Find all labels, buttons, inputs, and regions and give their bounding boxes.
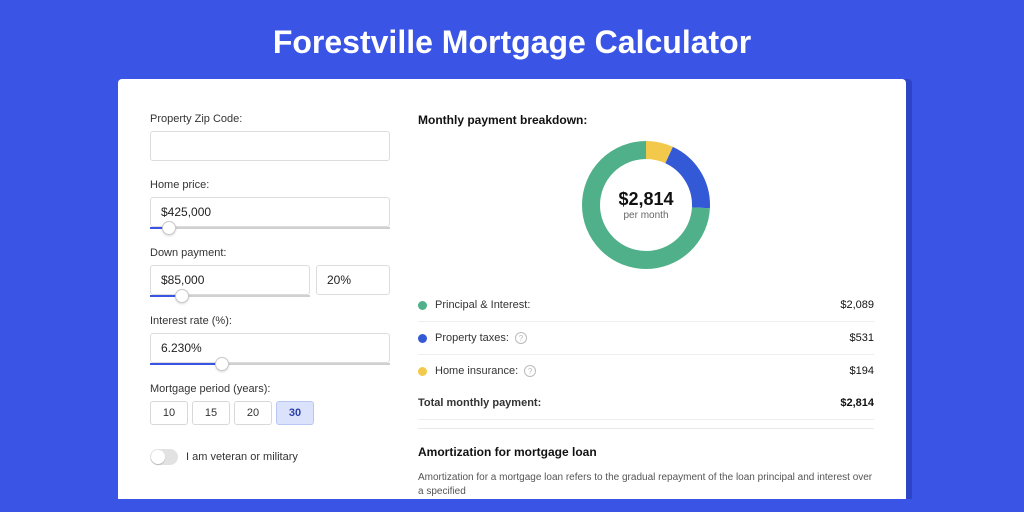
legend-dot-home_insurance bbox=[418, 367, 427, 376]
inputs-panel: Property Zip Code: Home price: Down paym… bbox=[150, 113, 390, 499]
breakdown-panel: Monthly payment breakdown: $2,814 per mo… bbox=[418, 113, 874, 499]
legend-total-value: $2,814 bbox=[840, 397, 874, 409]
veteran-toggle-knob bbox=[151, 450, 165, 464]
donut-chart: $2,814 per month bbox=[582, 141, 710, 269]
amortization-block: Amortization for mortgage loan Amortizat… bbox=[418, 428, 874, 499]
legend-value-principal_interest: $2,089 bbox=[840, 299, 874, 311]
legend-total-label: Total monthly payment: bbox=[418, 397, 541, 409]
veteran-toggle-row: I am veteran or military bbox=[150, 449, 390, 465]
period-option-20[interactable]: 20 bbox=[234, 401, 272, 425]
legend-dot-property_taxes bbox=[418, 334, 427, 343]
legend-label-principal_interest: Principal & Interest: bbox=[435, 299, 530, 311]
calculator-card: Property Zip Code: Home price: Down paym… bbox=[118, 79, 906, 499]
legend-row-home_insurance: Home insurance:? $194 bbox=[418, 355, 874, 387]
home-price-field-group: Home price: bbox=[150, 179, 390, 229]
down-payment-pct-input[interactable] bbox=[316, 265, 390, 295]
legend-dot-principal_interest bbox=[418, 301, 427, 310]
home-price-input[interactable] bbox=[150, 197, 390, 227]
down-payment-field-group: Down payment: bbox=[150, 247, 390, 297]
home-price-slider[interactable] bbox=[150, 227, 390, 229]
period-option-15[interactable]: 15 bbox=[192, 401, 230, 425]
info-icon[interactable]: ? bbox=[524, 365, 536, 377]
zip-label: Property Zip Code: bbox=[150, 113, 390, 125]
legend-total-row: Total monthly payment: $2,814 bbox=[418, 387, 874, 420]
interest-rate-input[interactable] bbox=[150, 333, 390, 363]
period-options: 10152030 bbox=[150, 401, 390, 425]
veteran-toggle[interactable] bbox=[150, 449, 178, 465]
legend-value-home_insurance: $194 bbox=[850, 365, 874, 377]
page-title: Forestville Mortgage Calculator bbox=[0, 0, 1024, 79]
amortization-title: Amortization for mortgage loan bbox=[418, 445, 874, 459]
down-payment-label: Down payment: bbox=[150, 247, 390, 259]
interest-rate-label: Interest rate (%): bbox=[150, 315, 390, 327]
legend-row-principal_interest: Principal & Interest: $2,089 bbox=[418, 289, 874, 322]
interest-rate-slider[interactable] bbox=[150, 363, 390, 365]
legend-label-property_taxes: Property taxes: bbox=[435, 332, 509, 344]
info-icon[interactable]: ? bbox=[515, 332, 527, 344]
donut-center: $2,814 per month bbox=[582, 141, 710, 269]
period-option-30[interactable]: 30 bbox=[276, 401, 314, 425]
down-payment-amount-input[interactable] bbox=[150, 265, 310, 295]
home-price-slider-thumb[interactable] bbox=[162, 221, 176, 235]
donut-amount: $2,814 bbox=[618, 189, 673, 210]
legend-value-property_taxes: $531 bbox=[850, 332, 874, 344]
donut-chart-wrap: $2,814 per month bbox=[418, 141, 874, 269]
breakdown-title: Monthly payment breakdown: bbox=[418, 113, 874, 127]
amortization-text: Amortization for a mortgage loan refers … bbox=[418, 471, 874, 499]
legend: Principal & Interest: $2,089 Property taxe… bbox=[418, 289, 874, 387]
veteran-label: I am veteran or military bbox=[186, 451, 298, 463]
legend-row-property_taxes: Property taxes:? $531 bbox=[418, 322, 874, 355]
interest-rate-slider-thumb[interactable] bbox=[215, 357, 229, 371]
period-label: Mortgage period (years): bbox=[150, 383, 390, 395]
legend-label-home_insurance: Home insurance: bbox=[435, 365, 518, 377]
period-option-10[interactable]: 10 bbox=[150, 401, 188, 425]
period-field-group: Mortgage period (years): 10152030 bbox=[150, 383, 390, 425]
zip-field-group: Property Zip Code: bbox=[150, 113, 390, 161]
home-price-label: Home price: bbox=[150, 179, 390, 191]
zip-input[interactable] bbox=[150, 131, 390, 161]
down-payment-slider-thumb[interactable] bbox=[175, 289, 189, 303]
down-payment-slider[interactable] bbox=[150, 295, 310, 297]
interest-rate-field-group: Interest rate (%): bbox=[150, 315, 390, 365]
donut-sub: per month bbox=[623, 210, 668, 221]
